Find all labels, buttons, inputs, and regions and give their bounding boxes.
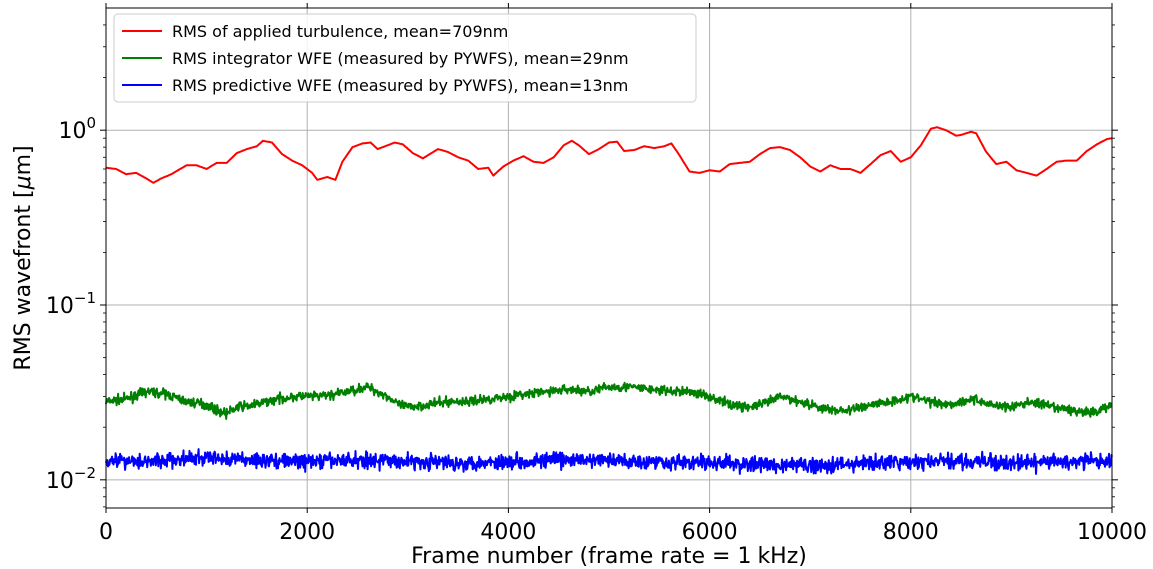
series-layer: [105, 126, 1113, 475]
legend-label: RMS integrator WFE (measured by PYWFS), …: [172, 49, 629, 68]
series-line-2: [105, 448, 1113, 475]
y-axis-label-mu: μ: [11, 175, 36, 190]
y-axis-label: RMS wavefront [μm]: [11, 145, 36, 370]
legend-label: RMS of applied turbulence, mean=709nm: [172, 22, 508, 41]
y-tick-label: 10−2: [46, 464, 96, 494]
y-tick-exponent: −1: [74, 289, 96, 307]
x-axis-label: Frame number (frame rate = 1 kHz): [411, 544, 807, 569]
y-axis-label-main: RMS wavefront [: [11, 189, 36, 370]
y-tick-base: 10: [46, 294, 74, 319]
x-axis-label-unit: kHz): [757, 544, 806, 569]
legend-box: [113, 13, 697, 103]
x-tick-label: 8000: [883, 520, 939, 545]
x-tick-label: 4000: [480, 520, 536, 545]
legend: RMS of applied turbulence, mean=709nm RMS…: [113, 13, 697, 103]
x-tick-label: 6000: [682, 520, 738, 545]
x-axis-label-main: Frame number (frame rate = 1: [411, 544, 751, 569]
y-tick-exponent: 0: [86, 114, 96, 132]
plot-frame: [105, 7, 1113, 509]
y-axis-label-end: m]: [11, 145, 36, 175]
y-tick-label: 100: [58, 114, 96, 144]
y-tick-base: 10: [46, 469, 74, 494]
series-line-1: [105, 381, 1113, 420]
y-tick-label: 10−1: [46, 289, 96, 319]
legend-label: RMS predictive WFE (measured by PYWFS), …: [172, 76, 628, 95]
y-tick-base: 10: [58, 119, 86, 144]
x-tick-label: 10000: [1077, 520, 1147, 545]
y-tick-exponent: −2: [74, 464, 96, 482]
x-tick-label: 0: [99, 520, 113, 545]
x-tick-label: 2000: [279, 520, 335, 545]
series-line-0: [105, 126, 1113, 184]
